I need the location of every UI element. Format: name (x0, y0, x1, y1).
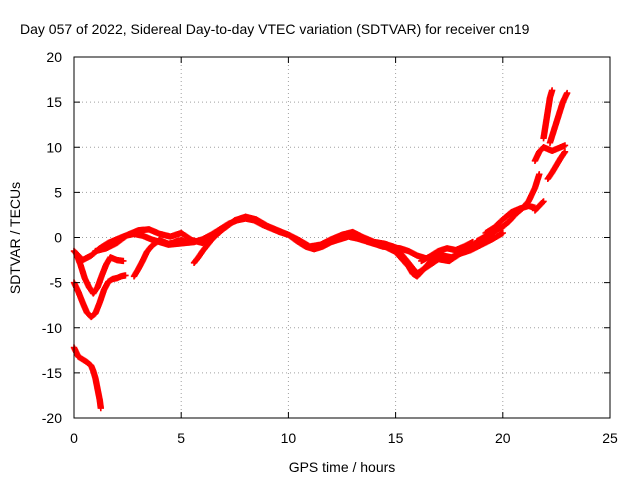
x-tick-label: 20 (495, 430, 511, 446)
series-satellite-track-13 (531, 142, 569, 164)
y-tick-label: -20 (42, 410, 62, 426)
series-satellite-track-8 (381, 234, 498, 280)
series-satellite-track-3 (72, 250, 127, 297)
y-tick-label: -10 (42, 320, 62, 336)
series-satellite-track-14 (540, 87, 556, 142)
data-point (97, 404, 104, 412)
x-tick-label: 10 (281, 430, 297, 446)
data-point (540, 198, 547, 205)
y-tick-label: 20 (46, 49, 62, 65)
data-point (120, 257, 127, 265)
y-axis-title: SDTVAR / TECUs (7, 182, 23, 294)
series-satellite-track-9 (418, 238, 476, 265)
x-tick-label: 15 (388, 430, 404, 446)
series-satellite-track-2 (70, 344, 104, 412)
x-tick-label: 25 (602, 430, 618, 446)
data-point (469, 238, 476, 246)
data-point (563, 89, 571, 97)
series-satellite-track-12 (531, 198, 547, 214)
x-tick-label: 0 (70, 430, 78, 446)
series-satellite-track-16 (544, 148, 569, 183)
data-point (561, 148, 569, 155)
y-tick-label: 10 (46, 139, 62, 155)
chart-title: Day 057 of 2022, Sidereal Day-to-day VTE… (20, 21, 530, 37)
series-satellite-track-1 (70, 272, 129, 321)
axis-ticks: 0 5 10 15 20 25 -20 -15 -10 -5 0 5 10 15 20 (42, 49, 618, 446)
data-point (548, 87, 556, 94)
series-satellite-track-15 (546, 89, 571, 146)
data-point (499, 229, 506, 237)
data-point (216, 228, 223, 236)
data-point (536, 171, 543, 178)
x-tick-label: 5 (177, 430, 185, 446)
y-tick-label: -5 (50, 275, 63, 291)
y-tick-label: -15 (42, 365, 62, 381)
series-satellite-track-6 (130, 237, 189, 280)
y-tick-label: 5 (54, 184, 62, 200)
data-point (122, 272, 129, 279)
data-point (561, 142, 569, 149)
data-point (491, 234, 498, 241)
x-axis-title: GPS time / hours (289, 459, 396, 475)
y-tick-label: 15 (46, 94, 62, 110)
series-satellite-track-7 (190, 228, 223, 266)
data-point (539, 199, 546, 206)
y-tick-label: 0 (54, 230, 62, 246)
data-point (182, 238, 189, 246)
data-points (70, 87, 571, 412)
series-satellite-track-11 (482, 202, 539, 237)
